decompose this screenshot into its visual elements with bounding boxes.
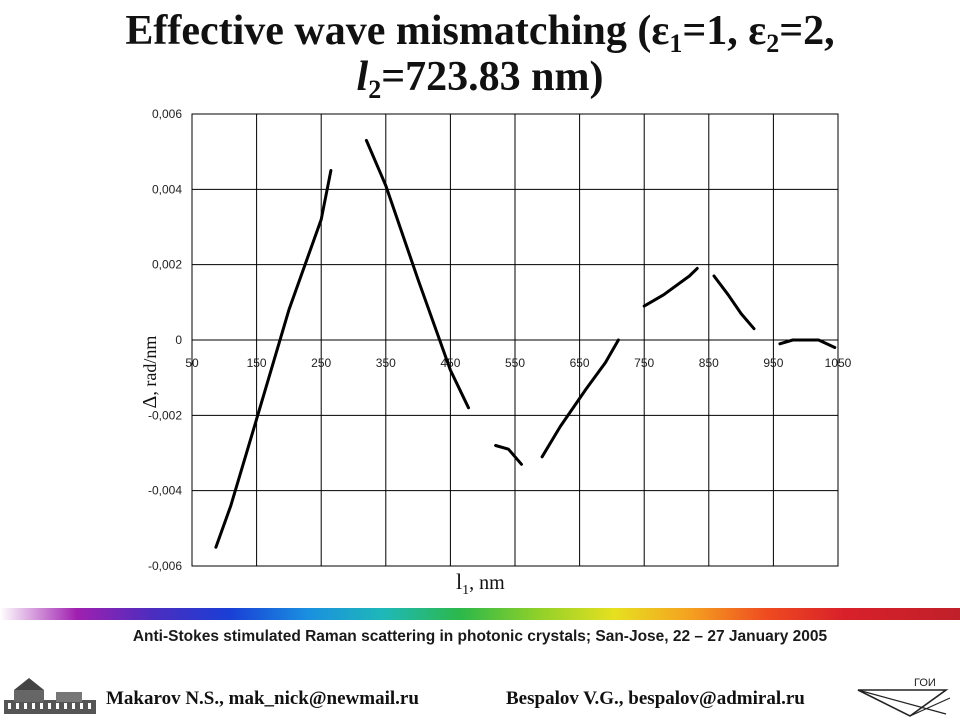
y-tick-labels: 0,006 0,004 0,002 0 -0,002 -0,004 -0,006: [148, 107, 182, 573]
x-tick-label: 1050: [825, 356, 852, 370]
epsilon2-value: =2,: [779, 8, 835, 54]
rainbow-divider: [0, 608, 960, 620]
series-segment-5: [642, 266, 699, 308]
data-series: [214, 138, 837, 549]
l2-subscript: 2: [368, 75, 382, 104]
epsilon1-subscript: 1: [669, 29, 683, 58]
x-axis-unit: , nm: [469, 572, 505, 594]
y-axis-unit: , rad/nm: [140, 336, 160, 396]
y-tick-label: 0,004: [152, 182, 182, 196]
series-segment-3: [494, 444, 523, 466]
x-tick-labels: 50 150 250 350 450 550 650 750 850 950 1050: [185, 356, 851, 370]
x-tick-label: 150: [247, 356, 267, 370]
series-segment-2: [364, 138, 470, 410]
y-axis-symbol: Δ: [139, 395, 161, 408]
x-tick-label: 750: [634, 356, 654, 370]
x-tick-label: 650: [570, 356, 590, 370]
x-tick-label: 250: [311, 356, 331, 370]
series-segment-4: [540, 338, 620, 459]
epsilon2-subscript: 2: [766, 29, 780, 58]
author-bespalov: Bespalov V.G., bespalov@admiral.ru: [506, 688, 805, 709]
epsilon2-symbol: ε: [748, 8, 767, 54]
goi-logo-text: ГОИ: [914, 677, 936, 689]
x-axis-subscript: 1: [462, 583, 469, 598]
mismatch-chart: 0,006 0,004 0,002 0 -0,002 -0,004 -0,006 50 150…: [139, 107, 852, 598]
epsilon1-value: =1,: [682, 8, 749, 54]
author-makarov: Makarov N.S., mak_nick@newmail.ru: [106, 688, 419, 709]
x-axis-symbol: l: [456, 569, 462, 594]
chart-grid: [191, 113, 839, 567]
x-tick-label: 350: [376, 356, 396, 370]
l2-symbol: l: [356, 54, 369, 100]
series-segment-1: [214, 169, 333, 549]
y-tick-label: 0,006: [152, 107, 182, 121]
l2-value: =723.83 nm): [381, 54, 604, 100]
y-tick-label: -0,004: [148, 484, 182, 498]
goi-logo-icon: ГОИ: [857, 677, 951, 717]
x-axis-label: l1, nm: [456, 569, 505, 598]
building-logo-icon: [4, 678, 96, 714]
title-prefix: Effective wave mismatching (: [125, 8, 652, 54]
x-tick-label: 50: [185, 356, 199, 370]
y-axis-label: Δ, rad/nm: [139, 336, 161, 409]
y-tick-label: 0,002: [152, 258, 182, 272]
epsilon1-symbol: ε: [651, 8, 670, 54]
x-tick-label: 950: [763, 356, 783, 370]
slide-title: Effective wave mismatching (ε1=1, ε2=2, …: [0, 8, 960, 103]
x-tick-label: 550: [505, 356, 525, 370]
y-tick-label: -0,002: [148, 408, 182, 422]
y-tick-label: -0,006: [148, 559, 182, 573]
conference-caption: Anti-Stokes stimulated Raman scattering …: [132, 628, 828, 645]
x-tick-label: 850: [699, 356, 719, 370]
series-segment-7: [778, 338, 837, 349]
series-segment-6: [712, 274, 756, 331]
y-tick-label: 0: [175, 333, 182, 347]
